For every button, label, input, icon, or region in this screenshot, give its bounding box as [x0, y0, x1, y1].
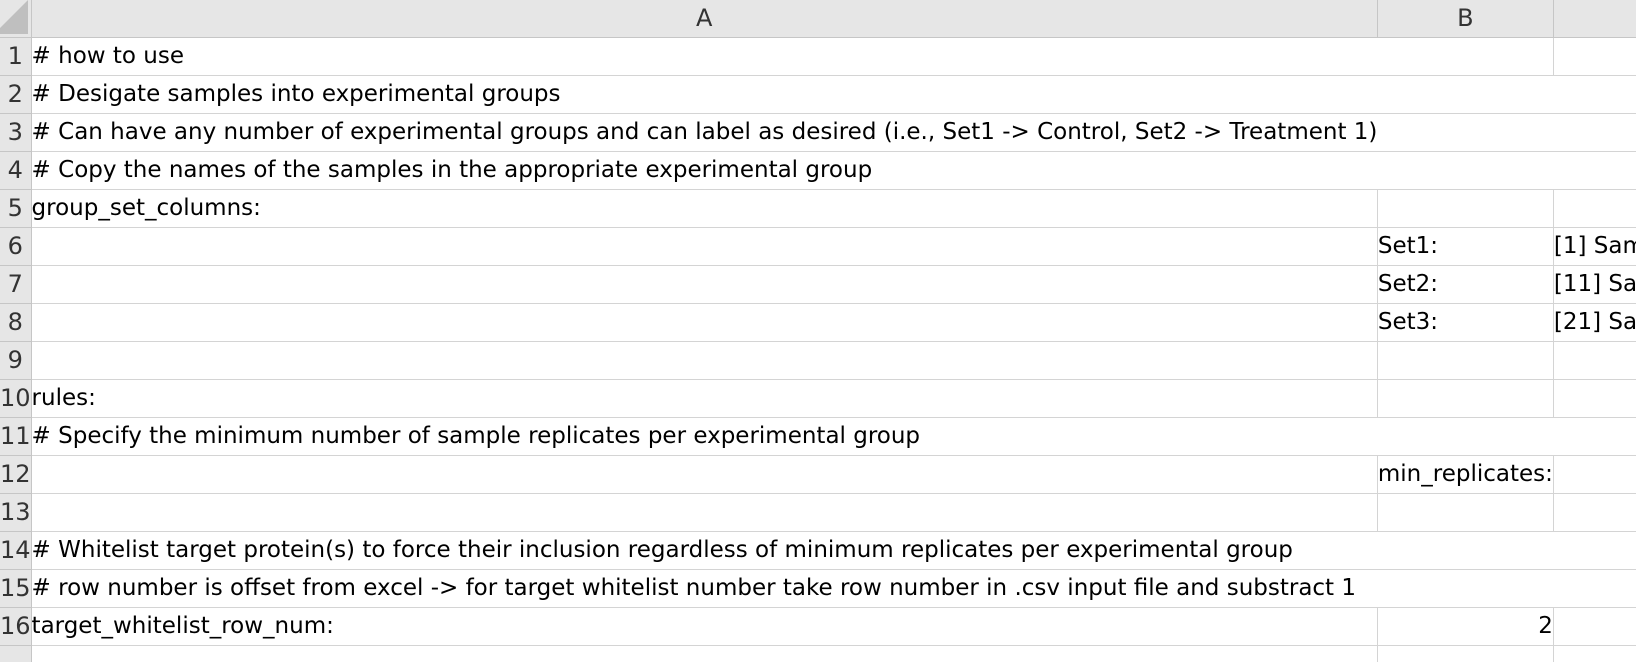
cell-b9[interactable]: [1377, 341, 1554, 380]
cell-b5[interactable]: [1377, 189, 1554, 228]
cell-a13[interactable]: [31, 493, 1378, 532]
row-header[interactable]: [0, 645, 32, 662]
cell-b17[interactable]: [1377, 645, 1554, 662]
column-header-c[interactable]: C: [1553, 0, 1636, 38]
cell-b7[interactable]: Set2:: [1377, 265, 1554, 304]
cell-a7[interactable]: [31, 265, 1378, 304]
cell-a8[interactable]: [31, 303, 1378, 342]
cell-c9[interactable]: [1553, 341, 1636, 380]
sheet-row: 6 Set1: [1] Sample-01.calc1 [2] Sample-0…: [0, 227, 1636, 266]
sheet-row: 14 # Whitelist target protein(s) to forc…: [0, 531, 1636, 570]
cell-c2[interactable]: [1553, 75, 1636, 114]
sheet-row: 11 # Specify the minimum number of sampl…: [0, 417, 1636, 456]
column-header-row: A B C D E F: [0, 0, 1636, 38]
sheet-row: 3 # Can have any number of experimental …: [0, 113, 1636, 152]
cell-c13[interactable]: [1553, 493, 1636, 532]
sheet-row: 12 min_replicates: 3: [0, 455, 1636, 494]
sheet-row: 15 # row number is offset from excel -> …: [0, 569, 1636, 608]
sheet-row: 1 # how to use: [0, 37, 1636, 76]
row-header[interactable]: 10: [0, 379, 32, 418]
cell-b11[interactable]: [1377, 417, 1554, 456]
sheet-row: 4 # Copy the names of the samples in the…: [0, 151, 1636, 190]
row-header[interactable]: 12: [0, 455, 32, 494]
cell-b12[interactable]: min_replicates:: [1377, 455, 1554, 494]
cell-c3[interactable]: [1553, 113, 1636, 152]
cell-b14[interactable]: [1377, 531, 1554, 570]
cell-b16[interactable]: 2: [1377, 607, 1554, 646]
row-header[interactable]: 8: [0, 303, 32, 342]
sheet-row: 8 Set3: [21] Sample-21.calc1 [22] Sample…: [0, 303, 1636, 342]
row-header[interactable]: 14: [0, 531, 32, 570]
sheet-row: 7 Set2: [11] Sample-11.calc1 [12] Sample…: [0, 265, 1636, 304]
sheet-row: 10 rules:: [0, 379, 1636, 418]
cell-a9[interactable]: [31, 341, 1378, 380]
row-header[interactable]: 13: [0, 493, 32, 532]
row-header[interactable]: 2: [0, 75, 32, 114]
cell-c16[interactable]: 3: [1553, 607, 1636, 646]
cell-a14[interactable]: # Whitelist target protein(s) to force t…: [31, 531, 1378, 570]
cell-c7[interactable]: [11] Sample-11.calc1: [1553, 265, 1636, 304]
cell-a4[interactable]: # Copy the names of the samples in the a…: [31, 151, 1378, 190]
cell-b15[interactable]: [1377, 569, 1554, 608]
cell-b8[interactable]: Set3:: [1377, 303, 1554, 342]
cell-c5[interactable]: [1553, 189, 1636, 228]
cell-c14[interactable]: [1553, 531, 1636, 570]
select-all-triangle-icon: [0, 0, 28, 34]
cell-a10[interactable]: rules:: [31, 379, 1378, 418]
column-header-a[interactable]: A: [31, 0, 1378, 38]
row-header[interactable]: 11: [0, 417, 32, 456]
cell-a11[interactable]: # Specify the minimum number of sample r…: [31, 417, 1378, 456]
cell-b1[interactable]: [1377, 37, 1554, 76]
column-header-b[interactable]: B: [1377, 0, 1554, 38]
cell-c15[interactable]: [1553, 569, 1636, 608]
cell-b3[interactable]: [1377, 113, 1554, 152]
sheet-row: 9: [0, 341, 1636, 380]
cell-b13[interactable]: [1377, 493, 1554, 532]
cell-b10[interactable]: [1377, 379, 1554, 418]
cell-b6[interactable]: Set1:: [1377, 227, 1554, 266]
sheet-row: [0, 645, 1636, 662]
cell-a1[interactable]: # how to use: [31, 37, 1378, 76]
sheet-row: 5 group_set_columns:: [0, 189, 1636, 228]
row-header[interactable]: 16: [0, 607, 32, 646]
cell-a16[interactable]: target_whitelist_row_num:: [31, 607, 1378, 646]
cell-c17[interactable]: [1553, 645, 1636, 662]
cell-a17[interactable]: [31, 645, 1378, 662]
cell-c4[interactable]: [1553, 151, 1636, 190]
cell-c6[interactable]: [1] Sample-01.calc1: [1553, 227, 1636, 266]
row-header[interactable]: 6: [0, 227, 32, 266]
cell-b4[interactable]: [1377, 151, 1554, 190]
row-header[interactable]: 1: [0, 37, 32, 76]
cell-c10[interactable]: [1553, 379, 1636, 418]
row-header[interactable]: 5: [0, 189, 32, 228]
row-header[interactable]: 9: [0, 341, 32, 380]
cell-a3[interactable]: # Can have any number of experimental gr…: [31, 113, 1378, 152]
cell-a12[interactable]: [31, 455, 1378, 494]
row-header[interactable]: 15: [0, 569, 32, 608]
cell-c12[interactable]: 3: [1553, 455, 1636, 494]
cell-a15[interactable]: # row number is offset from excel -> for…: [31, 569, 1378, 608]
cell-a2[interactable]: # Desigate samples into experimental gro…: [31, 75, 1378, 114]
cell-a6[interactable]: [31, 227, 1378, 266]
select-all-corner[interactable]: [0, 0, 32, 38]
cell-c11[interactable]: [1553, 417, 1636, 456]
cell-a5[interactable]: group_set_columns:: [31, 189, 1378, 228]
cell-c1[interactable]: [1553, 37, 1636, 76]
sheet-row: 16 target_whitelist_row_num: 2 3 8: [0, 607, 1636, 646]
row-header[interactable]: 7: [0, 265, 32, 304]
cell-b2[interactable]: [1377, 75, 1554, 114]
sheet-row: 2 # Desigate samples into experimental g…: [0, 75, 1636, 114]
row-header[interactable]: 3: [0, 113, 32, 152]
cell-c8[interactable]: [21] Sample-21.calc1: [1553, 303, 1636, 342]
sheet-row: 13: [0, 493, 1636, 532]
row-header[interactable]: 4: [0, 151, 32, 190]
